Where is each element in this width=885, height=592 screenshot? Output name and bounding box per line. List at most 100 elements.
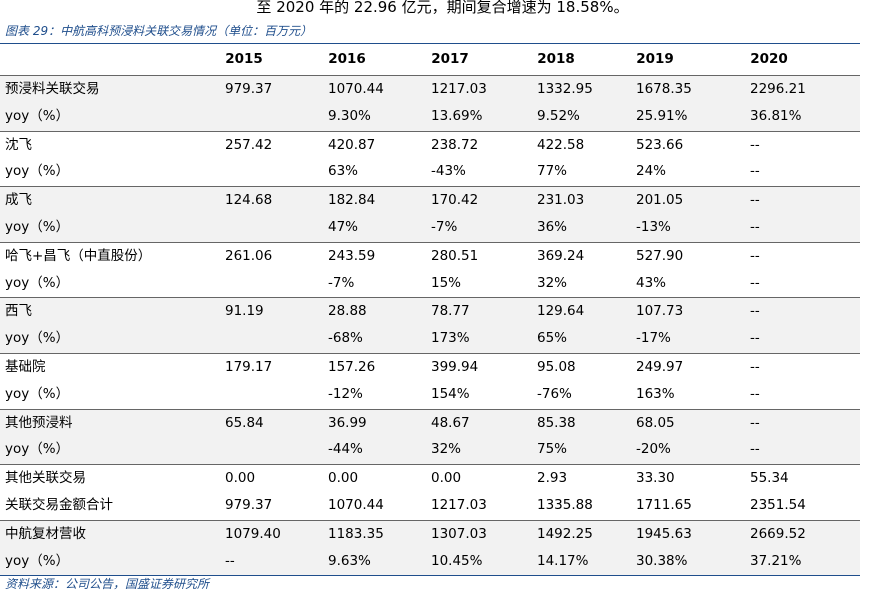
table-cell: 10.45% — [431, 552, 483, 569]
row-label: yoy（%） — [5, 107, 70, 124]
row-label: 基础院 — [5, 358, 46, 375]
header-cell: 2020 — [750, 51, 788, 67]
table-row: yoy（%） 9.30% 13.69% 9.52% 25.91% 36.81% — [0, 102, 860, 131]
header-cell: 2015 — [225, 51, 263, 67]
table-cell: -- — [750, 247, 760, 264]
row-label: 哈飞+昌飞（中直股份） — [5, 247, 152, 264]
table-cell: 257.42 — [225, 136, 273, 153]
table-cell: 280.51 — [431, 247, 479, 264]
header-cell: 2019 — [636, 51, 674, 67]
table-row: yoy（%） -- 9.63% 10.45% 14.17% 30.38% 37.21% — [0, 547, 860, 577]
table-cell: 25.91% — [636, 107, 688, 124]
table-cell: -76% — [537, 385, 572, 402]
table-cell: 0.00 — [225, 470, 256, 487]
table-cell: 48.67 — [431, 414, 470, 431]
table-cell: 1079.40 — [225, 525, 281, 542]
table-cell: 1183.35 — [328, 525, 384, 542]
table-cell: 1070.44 — [328, 81, 384, 97]
table-cell: 68.05 — [636, 414, 675, 431]
row-label: yoy（%） — [5, 163, 70, 180]
row-label: 关联交易金额合计 — [5, 496, 113, 513]
table-cell: 1217.03 — [431, 81, 487, 97]
table-cell: -7% — [328, 274, 355, 291]
table-cell: 9.52% — [537, 107, 580, 124]
table-cell: 179.17 — [225, 358, 273, 375]
table-cell: 85.38 — [537, 414, 576, 431]
table-cell: 28.88 — [328, 303, 367, 320]
table-cell: 78.77 — [431, 303, 470, 320]
row-label: 沈飞 — [5, 136, 32, 153]
table-row: yoy（%） 47% -7% 36% -13% -- — [0, 213, 860, 242]
table-row: yoy（%） -12% 154% -76% 163% -- — [0, 381, 860, 409]
row-label: yoy（%） — [5, 218, 70, 235]
table-cell: 91.19 — [225, 303, 264, 320]
table-row: 中航复材营收 1079.40 1183.35 1307.03 1492.25 1945.6… — [0, 519, 860, 548]
table-cell: 63% — [328, 163, 359, 180]
table-cell: 1711.65 — [636, 496, 692, 513]
table-cell: -- — [750, 385, 760, 402]
table-cell: 36% — [537, 218, 568, 235]
table-cell: 163% — [636, 385, 675, 402]
table-cell: 1678.35 — [636, 81, 692, 97]
table-cell: -17% — [636, 330, 671, 347]
table-row: yoy（%） 63% -43% 77% 24% -- — [0, 158, 860, 186]
table-cell: -- — [750, 218, 760, 235]
table-cell: 1070.44 — [328, 496, 384, 513]
table-row: yoy（%） -44% 32% 75% -20% -- — [0, 436, 860, 465]
table-row: 基础院 179.17 157.26 399.94 95.08 249.97 -- — [0, 352, 860, 381]
table-cell: 43% — [636, 274, 667, 291]
table-row: yoy（%） -7% 15% 32% 43% -- — [0, 270, 860, 298]
table-cell: -- — [750, 330, 760, 347]
table-cell: -- — [750, 192, 760, 209]
table-cell: 420.87 — [328, 136, 376, 153]
table-cell: 182.84 — [328, 192, 376, 209]
table-cell: 243.59 — [328, 247, 376, 264]
caption: 图表 29：中航高科预浸料关联交易情况（单位：百万元） — [5, 24, 313, 38]
table-cell: 173% — [431, 330, 470, 347]
table-cell: 9.30% — [328, 107, 371, 124]
table-cell: 201.05 — [636, 192, 684, 209]
table-cell: 1217.03 — [431, 496, 487, 513]
table-cell: 399.94 — [431, 358, 479, 375]
table-cell: 129.64 — [537, 303, 585, 320]
table-cell: 75% — [537, 441, 568, 458]
header-cell: 2016 — [328, 51, 366, 67]
table-cell: 2.93 — [537, 470, 568, 487]
table-cell: 36.99 — [328, 414, 367, 431]
table-cell: 2351.54 — [750, 496, 806, 513]
header-row: 2015 2016 2017 2018 2019 2020 — [0, 44, 860, 75]
table-row: 西飞 91.19 28.88 78.77 129.64 107.73 -- — [0, 297, 860, 326]
table-cell: 1492.25 — [537, 525, 593, 542]
table-cell: 30.38% — [636, 552, 688, 569]
row-label: 中航复材营收 — [5, 525, 86, 542]
table-cell: 1332.95 — [537, 81, 593, 97]
row-label: yoy（%） — [5, 552, 70, 569]
row-label: yoy（%） — [5, 441, 70, 458]
row-label: 其他预浸料 — [5, 414, 73, 431]
table-cell: 154% — [431, 385, 470, 402]
table-cell: 13.69% — [431, 107, 483, 124]
table-cell: 1307.03 — [431, 525, 487, 542]
row-label: 预浸料关联交易 — [5, 81, 100, 97]
table-row: 成飞 124.68 182.84 170.42 231.03 201.05 -- — [0, 186, 860, 214]
table-cell: 231.03 — [537, 192, 585, 209]
table-cell: 0.00 — [431, 470, 462, 487]
table-row: 沈飞 257.42 420.87 238.72 422.58 523.66 -- — [0, 130, 860, 159]
row-label: yoy（%） — [5, 274, 70, 291]
row-label: 其他关联交易 — [5, 470, 86, 487]
table-cell: -- — [750, 358, 760, 375]
table-cell: 124.68 — [225, 192, 273, 209]
table-cell: 0.00 — [328, 470, 359, 487]
table-cell: 32% — [431, 441, 462, 458]
source: 资料来源：公司公告，国盛证券研究所 — [5, 577, 210, 591]
table-cell: 33.30 — [636, 470, 675, 487]
table-cell: 9.63% — [328, 552, 371, 569]
table-cell: 523.66 — [636, 136, 684, 153]
table-cell: 2669.52 — [750, 525, 806, 542]
table-cell: -- — [750, 136, 760, 153]
table-cell: 1335.88 — [537, 496, 593, 513]
table-cell: -- — [225, 552, 235, 569]
table-cell: 47% — [328, 218, 359, 235]
table-cell: 36.81% — [750, 107, 802, 124]
